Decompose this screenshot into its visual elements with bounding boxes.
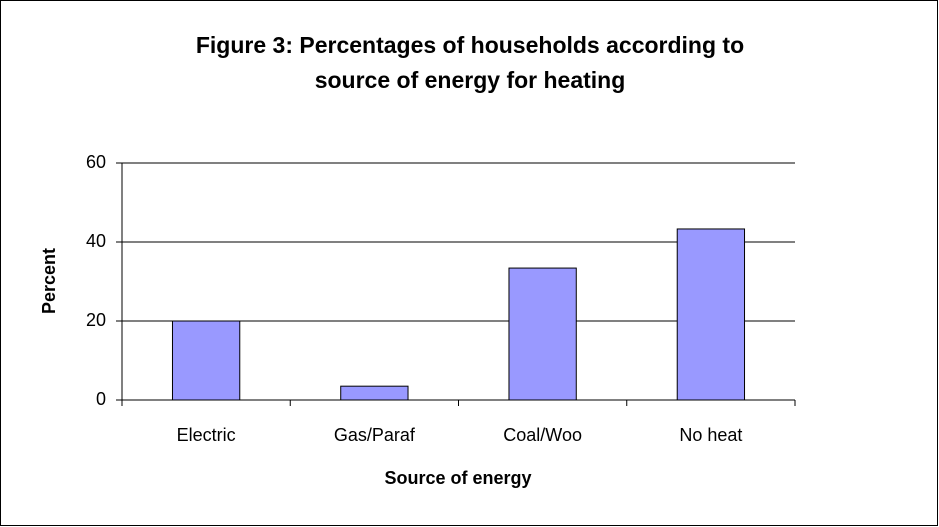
x-tick-label: Coal/Woo — [503, 425, 582, 445]
y-tick-label: 60 — [86, 152, 106, 172]
bar — [676, 228, 746, 401]
bar — [171, 320, 241, 401]
y-tick-label: 0 — [96, 389, 106, 409]
y-tick-label: 40 — [86, 231, 106, 251]
chart-title: Figure 3: Percentages of households acco… — [196, 32, 744, 58]
x-tick-label: No heat — [679, 425, 742, 445]
y-axis-title: Percent — [39, 248, 59, 314]
x-axis-title: Source of energy — [384, 468, 531, 488]
bar — [508, 267, 577, 401]
y-tick-label: 20 — [86, 310, 106, 330]
bar — [340, 385, 409, 401]
x-tick-label: Electric — [177, 425, 236, 445]
chart-title: source of energy for heating — [315, 67, 626, 93]
x-tick-label: Gas/Paraf — [334, 425, 416, 445]
